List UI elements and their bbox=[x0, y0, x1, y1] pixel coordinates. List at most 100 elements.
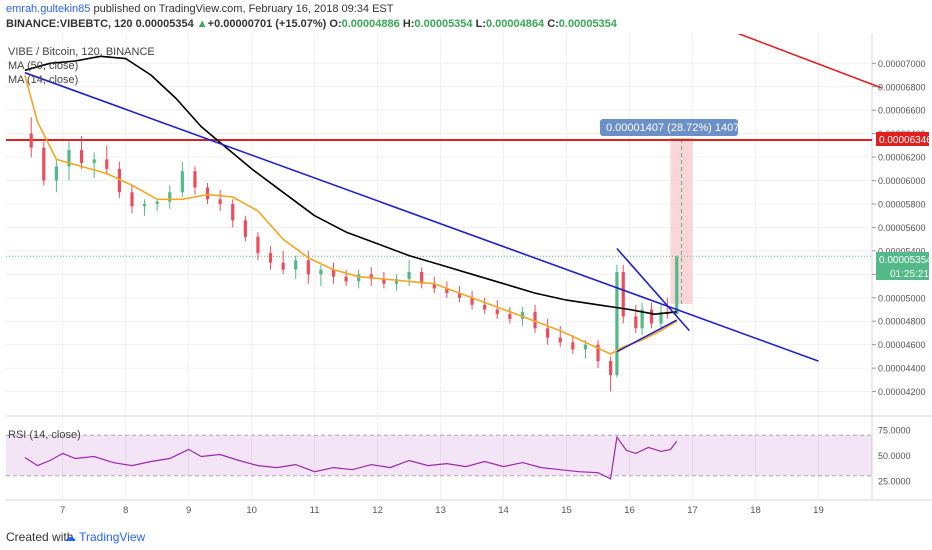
price-change: +0.00000701 (+15.07%) bbox=[207, 18, 327, 30]
candle-body bbox=[634, 316, 638, 329]
rsi-tick-label: 75.0000 bbox=[878, 426, 911, 436]
y-tick-label: 0.00004600 bbox=[878, 340, 926, 350]
measure-label-bg bbox=[600, 119, 738, 136]
countdown-badge-bg bbox=[876, 266, 929, 280]
price-badge-bg bbox=[876, 252, 929, 266]
candle-body bbox=[344, 276, 348, 282]
candle-body bbox=[168, 192, 172, 202]
candle-body bbox=[457, 293, 462, 298]
candle-body bbox=[79, 150, 84, 163]
legend-title: VIBE / Bitcoin, 120, BINANCE bbox=[8, 46, 155, 58]
candle-body bbox=[382, 279, 386, 284]
high-value: 0.00005354 bbox=[414, 18, 473, 30]
y-tick-label: 0.00006200 bbox=[878, 153, 926, 163]
candle-body bbox=[432, 283, 436, 289]
rsi-tick-label: 50.0000 bbox=[878, 451, 911, 461]
x-tick-label: 12 bbox=[372, 505, 383, 516]
y-tick-label: 0.00004200 bbox=[878, 387, 926, 397]
candle-body bbox=[508, 314, 512, 319]
legend-ma14: MA (14, close) bbox=[8, 74, 78, 86]
x-tick-label: 19 bbox=[813, 505, 824, 516]
measure-label: 0.00001407 (28.72%) 1407 bbox=[606, 122, 739, 134]
candle-body bbox=[571, 342, 575, 350]
price-badge: 0.00005354 bbox=[879, 255, 932, 266]
y-tick-label: 0.00005800 bbox=[878, 199, 926, 209]
high-label: H: bbox=[402, 18, 415, 30]
publish-info: published on TradingView.com, February 1… bbox=[93, 3, 394, 15]
candle-body bbox=[268, 253, 273, 263]
rsi-tick-label: 25.0000 bbox=[878, 476, 911, 486]
candle-body bbox=[92, 159, 96, 163]
countdown-badge: 01:25:21 bbox=[890, 269, 929, 280]
x-tick-label: 16 bbox=[624, 505, 635, 516]
candle-body bbox=[42, 147, 46, 181]
candle-body bbox=[281, 262, 285, 270]
low-label: L: bbox=[475, 18, 486, 30]
brand-name: TradingView bbox=[79, 530, 146, 544]
close-value: 0.00005354 bbox=[558, 18, 617, 30]
candle-body bbox=[218, 199, 222, 204]
candle-body bbox=[205, 187, 210, 200]
candle-body bbox=[394, 279, 399, 284]
candle-body bbox=[470, 297, 474, 305]
y-tick-label: 0.00004800 bbox=[878, 317, 926, 327]
y-tick-label: 0.00004400 bbox=[878, 364, 926, 374]
candle-body bbox=[29, 133, 33, 148]
low-value: 0.00004864 bbox=[486, 18, 545, 30]
legend-ma50: MA (50, close) bbox=[8, 60, 78, 72]
candle-body bbox=[609, 361, 613, 376]
wedge-lower bbox=[616, 319, 678, 353]
candle-body bbox=[420, 271, 424, 284]
candle-body bbox=[596, 344, 600, 362]
y-tick-label: 0.00005400 bbox=[878, 246, 926, 256]
y-tick-label: 0.00006600 bbox=[878, 106, 926, 116]
tradingview-logo[interactable]: ☁ TradingView bbox=[64, 530, 145, 544]
symbol-label: BINANCE:VIBEBTC, 120 bbox=[6, 18, 133, 30]
x-tick-label: 9 bbox=[186, 505, 191, 516]
x-tick-label: 15 bbox=[561, 505, 572, 516]
annotations: 0.00001407 (28.72%) 1407 0.00006346 0.00… bbox=[600, 119, 932, 280]
candle-body bbox=[256, 236, 260, 254]
candle-body bbox=[193, 171, 197, 188]
candle-body bbox=[649, 309, 654, 324]
created-with-label: Created with bbox=[6, 530, 74, 544]
candle-body bbox=[105, 159, 109, 169]
candle-body bbox=[445, 288, 449, 294]
rsi-line bbox=[24, 435, 678, 480]
candle-body bbox=[407, 271, 411, 280]
open-value: 0.00004886 bbox=[341, 18, 400, 30]
x-tick-label: 11 bbox=[310, 505, 320, 516]
price-chart[interactable]: 0.000070000.000068000.000066000.00006400… bbox=[0, 34, 932, 524]
candle-body bbox=[117, 168, 121, 193]
candle-body bbox=[231, 203, 235, 221]
ma50-line bbox=[24, 55, 677, 315]
x-tick-label: 13 bbox=[435, 505, 446, 516]
y-tick-label: 0.00007000 bbox=[878, 59, 926, 69]
x-tick-label: 14 bbox=[498, 505, 509, 516]
candle-body bbox=[243, 220, 247, 237]
y-tick-label: 0.00005600 bbox=[878, 223, 926, 233]
candle-body bbox=[546, 328, 550, 338]
candle-body bbox=[369, 274, 373, 280]
rsi-band bbox=[6, 435, 872, 476]
wedge-upper bbox=[616, 248, 690, 332]
candle-body bbox=[533, 311, 537, 329]
up-triangle-icon: ▲ bbox=[196, 18, 208, 30]
last-price: 0.00005354 bbox=[135, 18, 194, 30]
author-link[interactable]: emrah.gultekin85 bbox=[6, 3, 91, 15]
candle-body bbox=[483, 304, 487, 310]
candle-body bbox=[520, 311, 525, 319]
main-pane bbox=[6, 34, 882, 392]
x-tick-label: 17 bbox=[687, 505, 698, 516]
open-label: O: bbox=[329, 18, 342, 30]
resistance-badge: 0.00006346 bbox=[879, 135, 932, 146]
x-tick-label: 18 bbox=[750, 505, 761, 516]
footer: Created with ☁ TradingView bbox=[0, 524, 932, 550]
candle-body bbox=[180, 171, 184, 193]
falling-trendline bbox=[24, 71, 819, 362]
x-tick-label: 8 bbox=[123, 505, 128, 516]
candle-body bbox=[583, 344, 588, 350]
candle-body bbox=[294, 260, 298, 270]
candle-body bbox=[155, 201, 159, 204]
close-label: C: bbox=[547, 18, 559, 30]
